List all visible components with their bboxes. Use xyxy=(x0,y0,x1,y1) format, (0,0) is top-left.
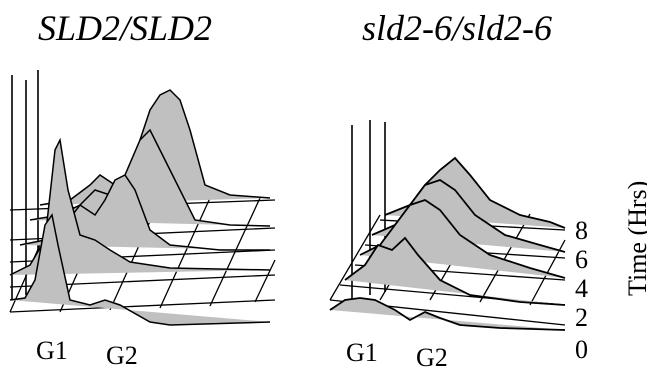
left-trace-0h xyxy=(9,213,271,326)
time-tick-2: 2 xyxy=(575,303,588,332)
right-histogram-stack xyxy=(329,120,566,331)
left-histogram-stack xyxy=(9,70,276,326)
time-tick-8: 8 xyxy=(575,216,588,245)
peak-label-g2-right: G2 xyxy=(416,343,448,372)
peak-label-g2-left: G2 xyxy=(106,341,138,370)
peak-label-g1-right: G1 xyxy=(346,338,378,367)
peak-label-g1-left: G1 xyxy=(36,336,68,365)
right-trace-2h xyxy=(344,236,566,306)
panel-title-wildtype: SLD2/SLD2 xyxy=(38,8,213,48)
time-axis-title: Time (Hrs) xyxy=(623,180,647,296)
right-trace-0h xyxy=(329,297,566,331)
time-tick-6: 6 xyxy=(575,245,588,274)
time-tick-0: 0 xyxy=(575,335,588,364)
panel-title-mutant: sld2-6/sld2-6 xyxy=(362,8,553,48)
time-tick-4: 4 xyxy=(575,274,588,303)
